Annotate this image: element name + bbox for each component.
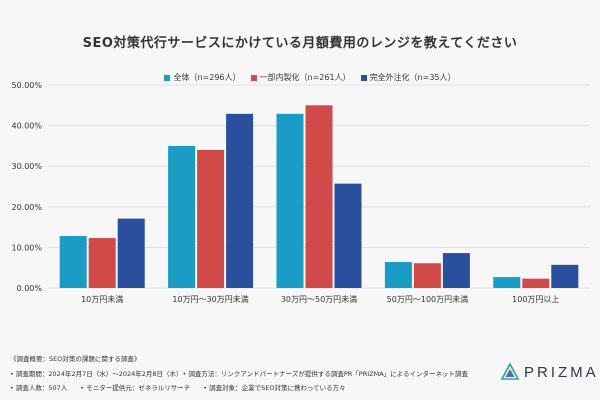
chart-title: SEO対策代行サービスにかけている月額費用のレンジを教えてください (82, 36, 518, 51)
legend-item-all: 全体（n=296人） (164, 72, 241, 83)
bar (305, 105, 333, 288)
bar (59, 236, 87, 288)
legend-label: 完全外注化（n=35人） (369, 73, 456, 82)
bar (442, 253, 470, 288)
bar (168, 145, 196, 288)
bar (413, 263, 441, 288)
bar (551, 264, 579, 288)
legend-item-full: 完全外注化（n=35人） (360, 72, 456, 83)
x-category-label: 10万円〜30万円未満 (172, 294, 248, 304)
x-category-label: 10万円未満 (81, 294, 123, 304)
prizma-logo: PRIZMA (500, 362, 599, 382)
bar (334, 183, 362, 288)
bar (276, 113, 304, 289)
x-category-label: 50万円〜100万円未満 (387, 294, 468, 304)
legend-label: 一部内製化（n=261人） (259, 73, 351, 82)
y-tick-label: 0.00% (17, 284, 43, 293)
chart-legend: 全体（n=296人） 一部内製化（n=261人） 完全外注化（n=35人） (160, 72, 460, 83)
prizma-logo-icon (500, 362, 520, 380)
y-tick-label: 10.00% (11, 243, 42, 252)
prizma-logo-text: PRIZMA (524, 363, 599, 381)
y-tick-label: 30.00% (11, 162, 42, 171)
bar (384, 262, 412, 288)
bar (117, 218, 145, 288)
legend-label: 全体（n=296人） (173, 73, 241, 82)
y-tick-label: 20.00% (11, 203, 42, 212)
legend-item-partial: 一部内製化（n=261人） (250, 72, 351, 83)
bar (226, 113, 254, 289)
legend-swatch (164, 74, 171, 81)
bar (522, 278, 550, 288)
bar (88, 238, 116, 288)
legend-swatch (250, 74, 257, 81)
legend-swatch (360, 74, 367, 81)
bar (197, 149, 225, 288)
bar (493, 277, 521, 288)
footer-survey-title: 《調査概要：SEO対策の課題に関する調査》 (10, 355, 141, 363)
x-category-label: 100万円以上 (512, 295, 559, 304)
bar-chart: 0.00% 10.00% 20.00% 30.00% 40.00% 50.00% 10万円未… (11, 81, 590, 304)
footer-survey-target: • 調査人数：507人 • モニター提供元：ゼネラルリサーチ • 調査対象：企業… (10, 384, 346, 392)
y-tick-label: 50.00% (11, 81, 42, 90)
x-category-label: 30万円〜50万円未満 (281, 294, 357, 304)
y-tick-label: 40.00% (11, 122, 42, 131)
footer-survey-period: • 調査期間：2024年2月7日（水）〜2024年2月8日（木）• 調査方法：リ… (10, 370, 468, 378)
